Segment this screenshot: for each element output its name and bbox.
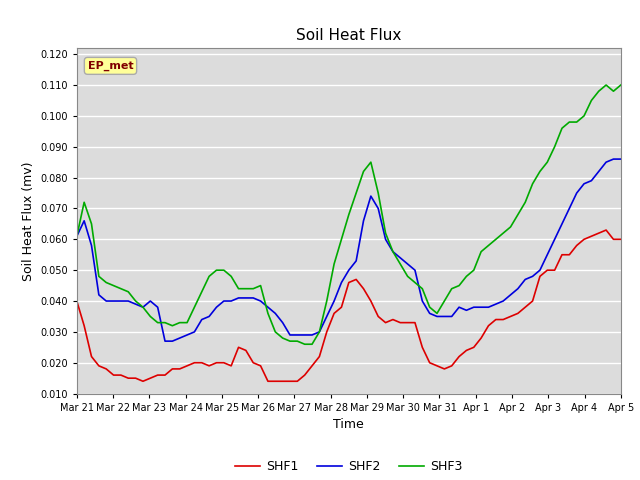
SHF1: [566, 252, 573, 258]
SHF1: [117, 372, 125, 378]
SHF3: [492, 237, 500, 242]
SHF2: [161, 338, 169, 344]
Legend: SHF1, SHF2, SHF3: SHF1, SHF2, SHF3: [230, 455, 468, 478]
SHF1: [617, 237, 625, 242]
SHF1: [507, 313, 515, 319]
SHF3: [529, 181, 536, 187]
Line: SHF1: SHF1: [77, 230, 621, 381]
SHF3: [566, 119, 573, 125]
SHF2: [566, 205, 573, 211]
SHF3: [507, 224, 515, 230]
SHF3: [602, 82, 610, 88]
X-axis label: Time: Time: [333, 418, 364, 431]
SHF1: [602, 227, 610, 233]
SHF2: [610, 156, 618, 162]
SHF3: [301, 341, 308, 347]
Text: EP_met: EP_met: [88, 61, 133, 71]
Line: SHF3: SHF3: [77, 85, 621, 344]
SHF1: [73, 298, 81, 304]
SHF2: [492, 301, 500, 307]
SHF3: [617, 82, 625, 88]
SHF1: [529, 298, 536, 304]
SHF1: [492, 317, 500, 323]
SHF3: [117, 286, 125, 291]
SHF2: [73, 233, 81, 239]
SHF2: [529, 274, 536, 279]
SHF2: [507, 292, 515, 298]
SHF2: [617, 156, 625, 162]
Line: SHF2: SHF2: [77, 159, 621, 341]
SHF1: [514, 311, 522, 316]
SHF2: [117, 298, 125, 304]
SHF3: [514, 212, 522, 217]
Y-axis label: Soil Heat Flux (mv): Soil Heat Flux (mv): [22, 161, 35, 280]
SHF1: [139, 378, 147, 384]
Title: Soil Heat Flux: Soil Heat Flux: [296, 28, 401, 43]
SHF3: [73, 233, 81, 239]
SHF2: [514, 286, 522, 291]
